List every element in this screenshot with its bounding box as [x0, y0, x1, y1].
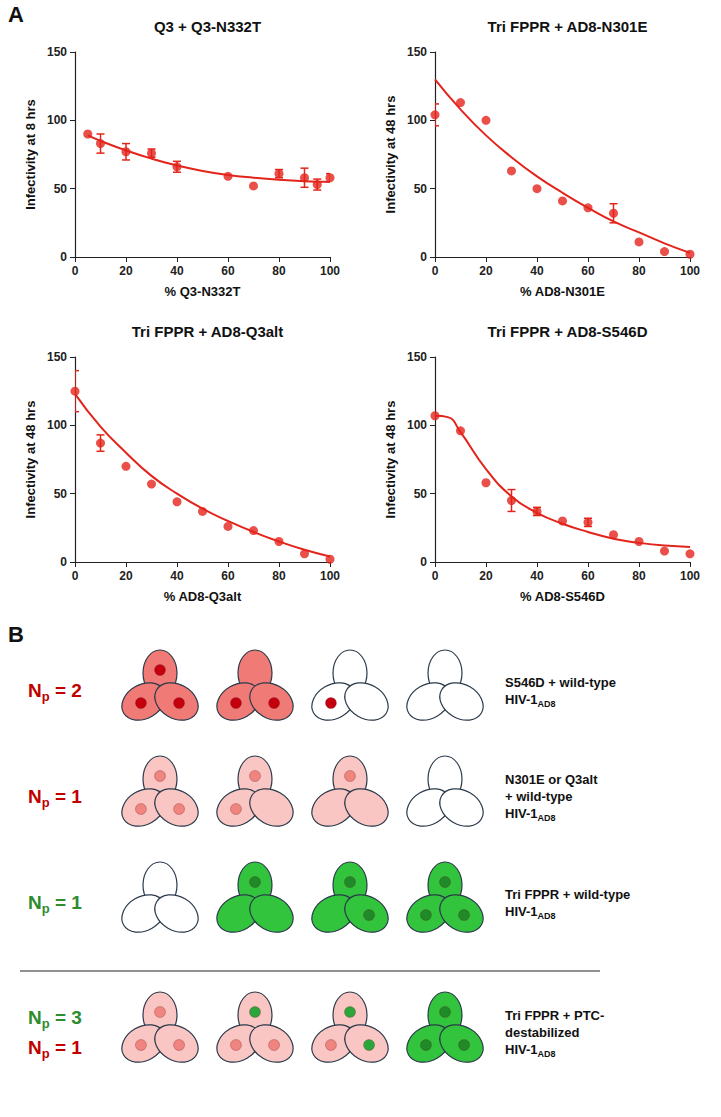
svg-text:20: 20	[479, 569, 493, 583]
svg-text:Infectivity at 48 hrs: Infectivity at 48 hrs	[383, 96, 398, 214]
svg-text:100: 100	[680, 569, 700, 583]
svg-text:20: 20	[479, 264, 493, 278]
svg-text:Tri FPPR + PTC-: Tri FPPR + PTC-	[505, 1008, 604, 1023]
svg-text:Np = 3: Np = 3	[28, 1007, 82, 1031]
svg-text:HIV-1AD8: HIV-1AD8	[505, 1042, 556, 1059]
svg-text:80: 80	[272, 264, 286, 278]
svg-text:0: 0	[432, 569, 439, 583]
svg-text:50: 50	[54, 487, 68, 501]
svg-text:destabilized: destabilized	[505, 1025, 579, 1040]
html-text:A: A	[8, 2, 24, 27]
svg-text:50: 50	[414, 182, 428, 196]
svg-text:150: 150	[47, 45, 67, 59]
svg-text:60: 60	[581, 264, 595, 278]
svg-text:40: 40	[530, 264, 544, 278]
svg-text:50: 50	[414, 487, 428, 501]
svg-text:20: 20	[119, 569, 133, 583]
svg-text:100: 100	[47, 418, 67, 432]
svg-text:60: 60	[221, 264, 235, 278]
svg-text:Q3 + Q3-N332T: Q3 + Q3-N332T	[154, 18, 261, 35]
svg-text:Tri FPPR + AD8-N301E: Tri FPPR + AD8-N301E	[488, 18, 648, 35]
svg-text:Tri FPPR + wild-type: Tri FPPR + wild-type	[505, 887, 630, 902]
svg-text:Np = 1: Np = 1	[28, 1037, 82, 1061]
svg-text:0: 0	[420, 555, 427, 569]
svg-text:Np = 2: Np = 2	[28, 680, 82, 704]
svg-text:0: 0	[420, 250, 427, 264]
svg-text:150: 150	[407, 350, 427, 364]
svg-text:100: 100	[407, 418, 427, 432]
svg-text:20: 20	[119, 264, 133, 278]
svg-text:% AD8-N301E: % AD8-N301E	[520, 284, 605, 299]
svg-text:Np = 1: Np = 1	[28, 892, 82, 916]
svg-text:0: 0	[60, 555, 67, 569]
svg-text:40: 40	[530, 569, 544, 583]
svg-text:60: 60	[581, 569, 595, 583]
svg-text:Tri FPPR + AD8-S546D: Tri FPPR + AD8-S546D	[488, 323, 648, 340]
svg-text:80: 80	[272, 569, 286, 583]
svg-text:% AD8-Q3alt: % AD8-Q3alt	[164, 589, 242, 604]
svg-text:100: 100	[407, 113, 427, 127]
svg-text:150: 150	[407, 45, 427, 59]
svg-text:B: B	[8, 622, 24, 647]
svg-text:0: 0	[72, 569, 79, 583]
svg-text:100: 100	[47, 113, 67, 127]
svg-text:100: 100	[320, 569, 340, 583]
svg-text:N301E or Q3alt: N301E or Q3alt	[505, 772, 598, 787]
svg-text:HIV-1AD8: HIV-1AD8	[505, 692, 556, 709]
svg-text:40: 40	[170, 264, 184, 278]
svg-text:100: 100	[680, 264, 700, 278]
svg-text:Np = 1: Np = 1	[28, 786, 82, 810]
svg-text:Infectivity at 8 hrs: Infectivity at 8 hrs	[23, 99, 38, 210]
svg-text:S546D + wild-type: S546D + wild-type	[505, 675, 616, 690]
svg-text:Tri FPPR + AD8-Q3alt: Tri FPPR + AD8-Q3alt	[132, 323, 284, 340]
svg-text:Infectivity at 48 hrs: Infectivity at 48 hrs	[23, 401, 38, 519]
svg-text:HIV-1AD8: HIV-1AD8	[505, 904, 556, 921]
svg-text:60: 60	[221, 569, 235, 583]
svg-text:0: 0	[432, 264, 439, 278]
svg-text:100: 100	[320, 264, 340, 278]
svg-text:0: 0	[72, 264, 79, 278]
svg-text:80: 80	[632, 569, 646, 583]
svg-text:0: 0	[60, 250, 67, 264]
svg-text:Infectivity at 48 hrs: Infectivity at 48 hrs	[383, 401, 398, 519]
svg-text:HIV-1AD8: HIV-1AD8	[505, 806, 556, 823]
svg-text:80: 80	[632, 264, 646, 278]
svg-text:40: 40	[170, 569, 184, 583]
svg-text:50: 50	[54, 182, 68, 196]
svg-text:150: 150	[47, 350, 67, 364]
svg-text:+ wild-type: + wild-type	[505, 789, 573, 804]
svg-text:% AD8-S546D: % AD8-S546D	[520, 589, 605, 604]
svg-text:% Q3-N332T: % Q3-N332T	[165, 284, 241, 299]
